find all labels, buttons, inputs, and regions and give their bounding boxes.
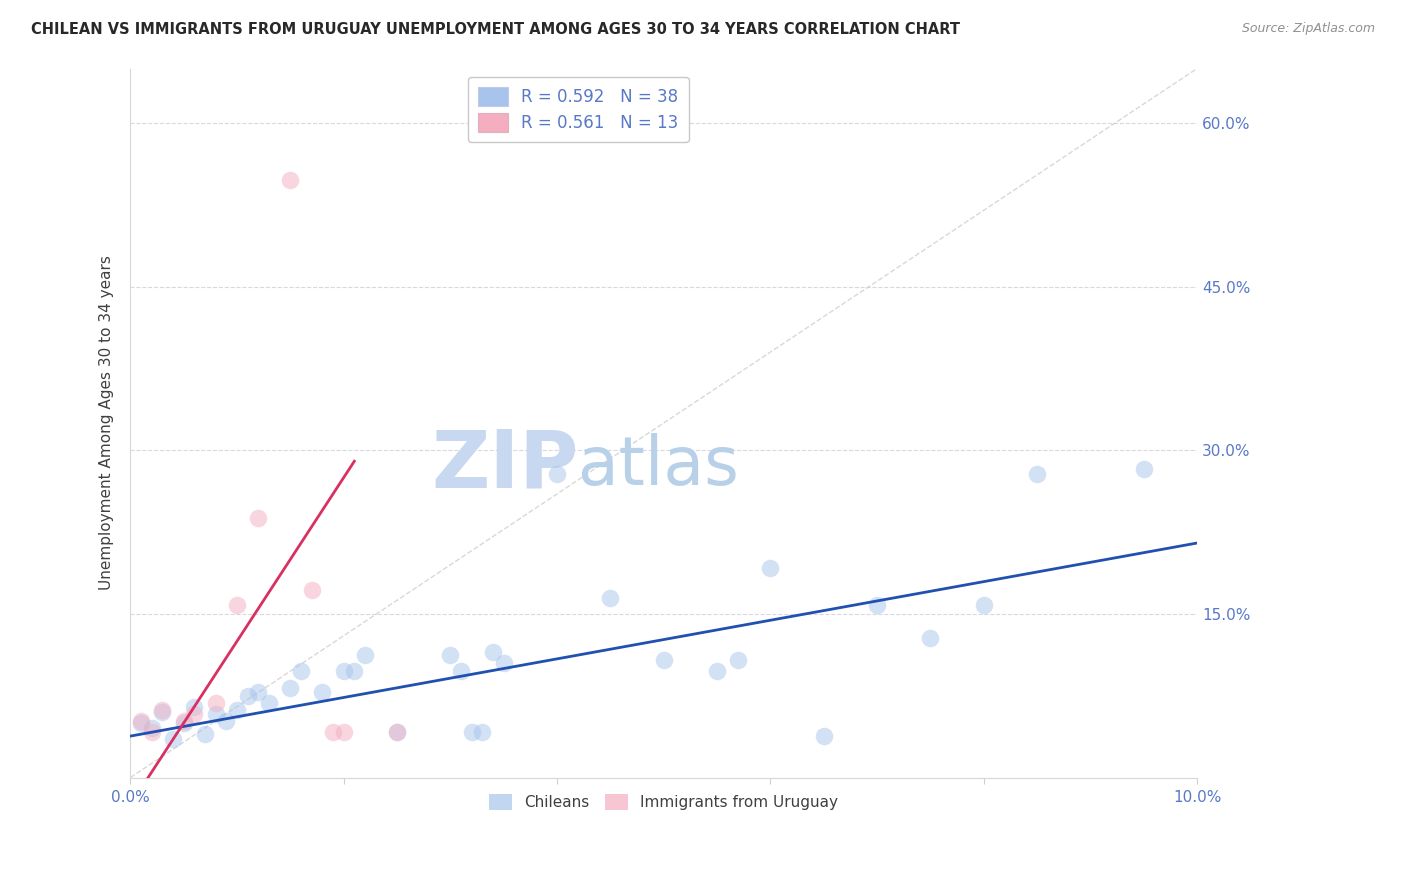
Point (332, 724, 354, 739)
Point (129, 716, 152, 731)
Point (759, 561, 782, 575)
Point (706, 664, 728, 678)
Point (183, 707, 205, 722)
Point (204, 697, 226, 711)
Point (920, 631, 942, 645)
Text: ZIP: ZIP (432, 426, 578, 505)
Point (1132, 462, 1154, 476)
Text: CHILEAN VS IMMIGRANTS FROM URUGUAY UNEMPLOYMENT AMONG AGES 30 TO 34 YEARS CORREL: CHILEAN VS IMMIGRANTS FROM URUGUAY UNEMP… (31, 22, 960, 37)
Point (813, 729, 835, 743)
Point (471, 724, 494, 739)
Point (236, 689, 259, 703)
Point (162, 732, 184, 747)
Point (354, 648, 377, 663)
Legend: Chileans, Immigrants from Uruguay: Chileans, Immigrants from Uruguay (484, 788, 844, 816)
Point (301, 582, 323, 597)
Point (173, 714, 195, 728)
Point (311, 685, 333, 699)
Point (141, 724, 163, 739)
Point (226, 598, 249, 612)
Point (278, 681, 301, 695)
Point (322, 724, 344, 739)
Point (652, 653, 675, 667)
Point (150, 705, 173, 719)
Point (150, 703, 173, 717)
Point (194, 727, 217, 741)
Point (450, 664, 472, 678)
Point (290, 664, 312, 678)
Point (385, 724, 408, 739)
Y-axis label: Unemployment Among Ages 30 to 34 years: Unemployment Among Ages 30 to 34 years (100, 256, 114, 591)
Point (204, 707, 226, 722)
Point (385, 724, 408, 739)
Point (129, 714, 152, 728)
Point (866, 598, 889, 612)
Point (247, 511, 270, 525)
Point (257, 697, 280, 711)
Point (215, 714, 238, 728)
Point (343, 664, 366, 678)
Point (183, 699, 205, 714)
Point (460, 724, 482, 739)
Point (973, 598, 995, 612)
Text: Source: ZipAtlas.com: Source: ZipAtlas.com (1241, 22, 1375, 36)
Text: atlas: atlas (578, 433, 740, 499)
Point (332, 664, 354, 678)
Point (482, 645, 505, 659)
Point (141, 722, 163, 736)
Point (727, 653, 749, 667)
Point (247, 685, 270, 699)
Point (492, 656, 515, 670)
Point (278, 173, 301, 187)
Point (173, 716, 195, 731)
Point (1026, 467, 1049, 482)
Point (599, 591, 621, 605)
Point (546, 467, 568, 482)
Point (226, 703, 249, 717)
Point (439, 648, 461, 663)
